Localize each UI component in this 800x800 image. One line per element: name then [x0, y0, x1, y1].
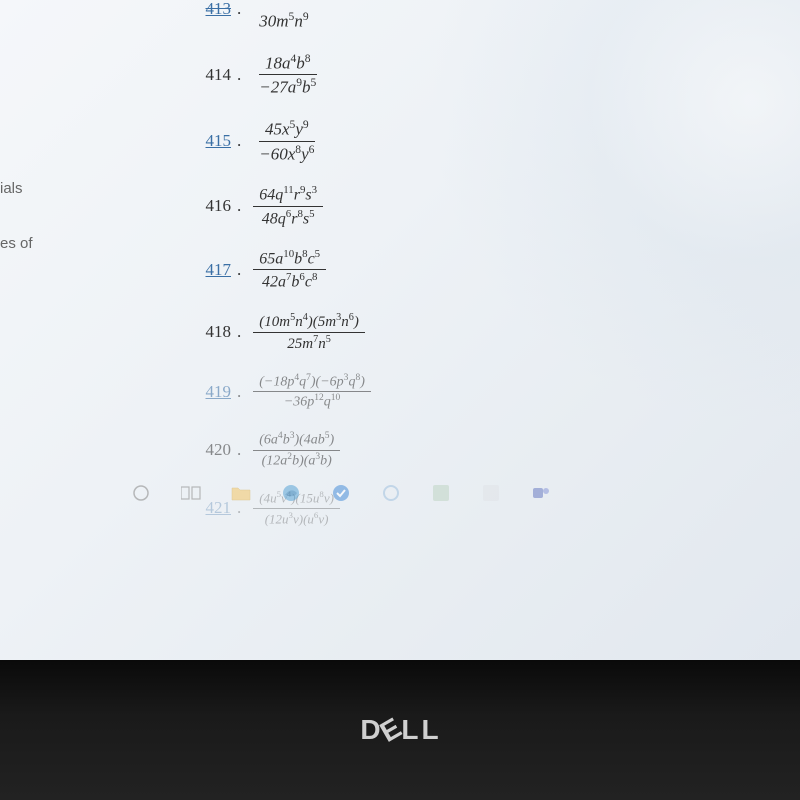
denominator: (12a2b)(a3b)	[256, 451, 338, 471]
denominator: −27a9b5	[253, 75, 322, 99]
problem-419: 419. (−18p4q7)(−6p3q8)−36p12q10	[185, 372, 785, 412]
separator-dot: .	[237, 131, 241, 151]
problem-number-link[interactable]: 415	[185, 131, 231, 151]
separator-dot: .	[237, 65, 241, 85]
separator-dot: .	[237, 382, 241, 402]
numerator: (10m5n4)(5m3n6)	[253, 311, 365, 333]
denominator: −60x8y6	[253, 142, 320, 166]
separator-dot: .	[237, 440, 241, 460]
problem-number: 420	[185, 440, 231, 460]
numerator: (−18p4q7)(−6p3q8)	[253, 372, 371, 393]
logo-l1: L	[401, 714, 419, 746]
circle-icon[interactable]	[130, 482, 152, 504]
numerator: (6a4b3)(4ab5)	[253, 430, 340, 451]
fraction: 18a4b8−27a9b5	[253, 51, 322, 99]
problem-number-link[interactable]: 417	[185, 260, 231, 280]
edge-icon[interactable]	[280, 482, 302, 504]
sidebar-line-1: ials	[0, 175, 33, 202]
file-explorer-icon[interactable]	[230, 482, 252, 504]
numerator: 65a10b8c5	[253, 247, 326, 270]
sidebar-fragment: ials es of	[0, 175, 33, 285]
screen-area: ials es of 413.x30m5n9414.18a4b8−27a9b54…	[0, 0, 800, 660]
separator-dot: .	[237, 322, 241, 342]
blank-icon[interactable]	[480, 482, 502, 504]
separator-dot: .	[237, 196, 241, 216]
problem-414: 414. 18a4b8−27a9b5	[185, 51, 785, 99]
fraction: (−18p4q7)(−6p3q8)−36p12q10	[253, 372, 371, 412]
numerator: 64q11r9s3	[253, 183, 323, 206]
app-icon[interactable]	[430, 482, 452, 504]
fraction: 45x5y9−60x8y6	[253, 117, 320, 165]
denominator: −36p12q10	[278, 392, 346, 412]
problem-number-link[interactable]: 413	[185, 0, 231, 19]
sidebar-line-2: es of	[0, 230, 33, 257]
dell-logo: DELL	[360, 714, 439, 746]
problem-list: 413. x30m5n9 414. 18a4b8−27a9b5 415. 45x5y9−6…	[185, 0, 785, 546]
problem-number-link[interactable]: 419	[185, 382, 231, 402]
fraction: 65a10b8c542a7b6c8	[253, 247, 326, 293]
problem-413: 413. x30m5n9	[185, 0, 785, 33]
problem-416: 416. 64q11r9s348q6r8s5	[185, 183, 785, 229]
laptop-bezel: DELL	[0, 660, 800, 800]
problem-number: 418	[185, 322, 231, 342]
problem-number: 416	[185, 196, 231, 216]
logo-l2: L	[421, 714, 439, 746]
problem-417: 417. 65a10b8c542a7b6c8	[185, 247, 785, 293]
denominator: 48q6r8s5	[256, 207, 321, 229]
fraction: (10m5n4)(5m3n6)25m7n5	[253, 311, 365, 354]
denominator: 25m7n5	[281, 333, 337, 354]
problem-420: 420. (6a4b3)(4ab5)(12a2b)(a3b)	[185, 430, 785, 470]
numerator: 18a4b8	[259, 51, 317, 76]
separator-dot: .	[237, 260, 241, 280]
separator-dot: .	[237, 0, 241, 19]
teams-icon[interactable]	[530, 482, 552, 504]
fraction: x30m5n9	[253, 0, 314, 33]
cortana-icon[interactable]	[380, 482, 402, 504]
todo-icon[interactable]	[330, 482, 352, 504]
windows-taskbar[interactable]	[0, 474, 800, 512]
denominator: 30m5n9	[253, 9, 314, 33]
denominator: 42a7b6c8	[256, 270, 323, 292]
fraction: (6a4b3)(4ab5)(12a2b)(a3b)	[253, 430, 340, 470]
task-view-icon[interactable]	[180, 482, 202, 504]
problem-415: 415. 45x5y9−60x8y6	[185, 117, 785, 165]
fraction: 64q11r9s348q6r8s5	[253, 183, 323, 229]
problem-418: 418. (10m5n4)(5m3n6)25m7n5	[185, 311, 785, 354]
problem-number: 414	[185, 65, 231, 85]
numerator: 45x5y9	[259, 117, 315, 142]
